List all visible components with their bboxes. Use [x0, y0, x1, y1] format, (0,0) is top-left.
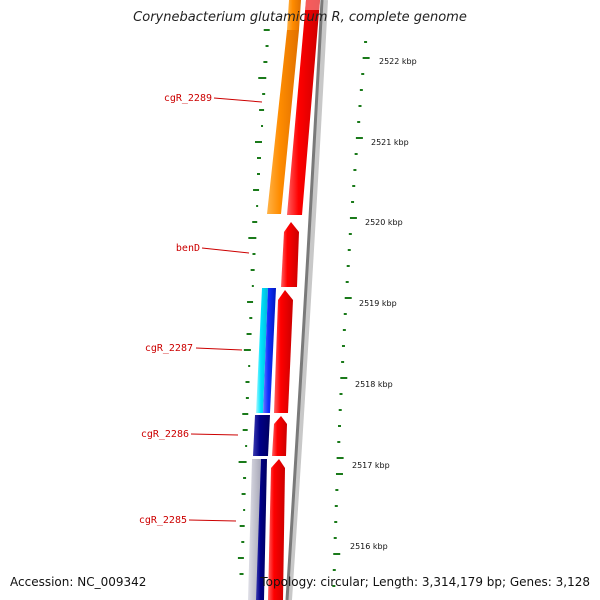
scale-label-2521: 2521 kbp — [371, 138, 409, 147]
scale-label-2516: 2516 kbp — [350, 542, 388, 551]
gene-label-cgr2285: cgR_2285 — [139, 515, 187, 526]
gene-label-cgr2286: cgR_2286 — [141, 429, 189, 440]
gene-label-cgr2287: cgR_2287 — [145, 343, 193, 354]
leader-line-cgr2289 — [213, 97, 263, 103]
genome-title: Corynebacterium glutamicum R, complete g… — [133, 10, 467, 25]
feature-navy-gene-2285 — [256, 459, 267, 600]
feature-orange-cds — [267, 30, 299, 214]
leader-line-cgr2285 — [188, 519, 237, 522]
feature-red-gene-1 — [287, 0, 320, 215]
feature-red-gene-2287 — [274, 290, 293, 413]
scale-ticks — [332, 41, 370, 587]
feature-blue-gene-2287 — [263, 288, 276, 413]
scale-label-2517: 2517 kbp — [352, 461, 390, 470]
feature-cyan-cds-2287 — [256, 288, 268, 413]
scale-label-2519: 2519 kbp — [359, 299, 397, 308]
leader-line-cgr2287 — [195, 347, 243, 351]
topology-text: Topology: circular; Length: 3,314,179 bp… — [260, 575, 590, 589]
feature-navy-gene-2286 — [253, 415, 270, 456]
backbone-shadow — [286, 0, 328, 600]
feature-red-gene-2286 — [272, 416, 287, 456]
feature-red-gene-2285 — [268, 459, 285, 600]
scale-label-2518: 2518 kbp — [355, 380, 393, 389]
accession-text: Accession: NC_009342 — [10, 575, 147, 589]
leader-line-cgr2286 — [190, 433, 239, 436]
leader-line-bend — [201, 247, 250, 254]
feature-orange-cds-top — [287, 0, 301, 30]
scale-label-2522: 2522 kbp — [379, 57, 417, 66]
scale-label-2520: 2520 kbp — [365, 218, 403, 227]
gene-label-bend: benD — [176, 243, 200, 254]
backbone — [285, 0, 324, 600]
gene-label-cgr2289: cgR_2289 — [164, 93, 212, 104]
feature-red-gene-1-cap — [305, 0, 320, 10]
gc-skew-ticks — [237, 29, 270, 575]
feature-red-gene-bend — [281, 222, 299, 287]
